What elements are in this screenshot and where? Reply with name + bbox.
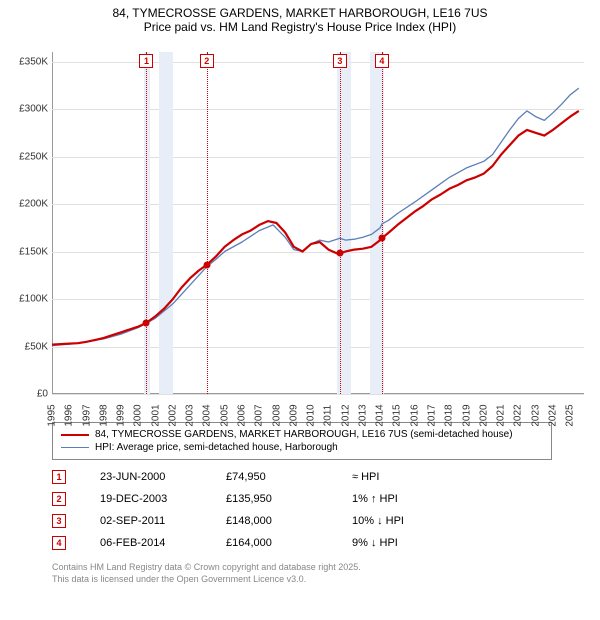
transaction-dot [378,235,385,242]
x-tick-label: 1996 [64,404,75,426]
x-tick-label: 2002 [167,404,178,426]
row-marker-box: 3 [52,514,66,528]
series-hpi [52,88,579,346]
row-diff: ≈ HPI [352,471,472,483]
row-date: 19-DEC-2003 [100,493,220,505]
x-tick-label: 2004 [202,404,213,426]
x-tick-label: 2012 [340,404,351,426]
gridline [52,394,584,395]
row-marker-box: 4 [52,536,66,550]
x-tick-label: 1997 [81,404,92,426]
x-tick-label: 2020 [478,404,489,426]
x-tick-label: 2003 [185,404,196,426]
legend-label: HPI: Average price, semi-detached house,… [95,442,338,453]
x-tick-label: 2000 [133,404,144,426]
series-svg [52,52,584,394]
y-tick-label: £100K [8,294,48,305]
x-tick-label: 2015 [392,404,403,426]
legend-swatch [61,447,89,448]
x-tick-label: 2007 [254,404,265,426]
x-tick-label: 2019 [461,404,472,426]
table-row: 4 06-FEB-2014 £164,000 9% ↓ HPI [52,532,592,554]
x-tick-label: 2016 [409,404,420,426]
legend-label: 84, TYMECROSSE GARDENS, MARKET HARBOROUG… [95,429,513,440]
legend-swatch [61,434,89,436]
y-tick-label: £350K [8,56,48,67]
row-date: 23-JUN-2000 [100,471,220,483]
row-diff: 1% ↑ HPI [352,493,472,505]
x-tick-label: 2024 [547,404,558,426]
chart-container: 84, TYMECROSSE GARDENS, MARKET HARBOROUG… [0,0,600,591]
legend-row: HPI: Average price, semi-detached house,… [61,442,543,453]
row-date: 02-SEP-2011 [100,515,220,527]
x-tick-label: 2006 [237,404,248,426]
title-address: 84, TYMECROSSE GARDENS, MARKET HARBOROUG… [8,6,592,20]
legend: 84, TYMECROSSE GARDENS, MARKET HARBOROUG… [52,422,552,460]
row-marker-box: 2 [52,492,66,506]
x-tick-label: 2014 [375,404,386,426]
transaction-dot [336,250,343,257]
transactions-table: 1 23-JUN-2000 £74,950 ≈ HPI 2 19-DEC-2003 £135… [52,466,592,554]
transaction-dot [203,261,210,268]
x-tick-label: 2018 [444,404,455,426]
x-tick-label: 2017 [427,404,438,426]
table-row: 2 19-DEC-2003 £135,950 1% ↑ HPI [52,488,592,510]
x-tick-label: 2025 [565,404,576,426]
footer-line2: This data is licensed under the Open Gov… [52,574,592,586]
row-date: 06-FEB-2014 [100,537,220,549]
transaction-dot [143,319,150,326]
table-row: 3 02-SEP-2011 £148,000 10% ↓ HPI [52,510,592,532]
x-tick-label: 2022 [513,404,524,426]
x-tick-label: 2011 [323,405,334,427]
row-price: £148,000 [226,515,346,527]
title-subtitle: Price paid vs. HM Land Registry's House … [8,20,592,34]
x-tick-label: 1995 [47,404,58,426]
y-tick-label: £0 [8,389,48,400]
legend-row: 84, TYMECROSSE GARDENS, MARKET HARBOROUG… [61,429,543,440]
row-marker-box: 1 [52,470,66,484]
footer-line1: Contains HM Land Registry data © Crown c… [52,562,592,574]
row-diff: 9% ↓ HPI [352,537,472,549]
x-tick-label: 2009 [288,404,299,426]
series-price_paid [52,111,579,345]
y-tick-label: £50K [8,341,48,352]
row-diff: 10% ↓ HPI [352,515,472,527]
y-tick-label: £250K [8,151,48,162]
row-price: £164,000 [226,537,346,549]
plot-area: 1234 [52,52,584,394]
x-tick-label: 2005 [219,404,230,426]
x-tick-label: 2010 [306,404,317,426]
x-tick-label: 1999 [116,404,127,426]
x-tick-label: 2013 [357,404,368,426]
title-block: 84, TYMECROSSE GARDENS, MARKET HARBOROUG… [8,6,592,34]
y-tick-label: £300K [8,104,48,115]
row-price: £74,950 [226,471,346,483]
x-tick-label: 1998 [98,404,109,426]
chart: £0 £50K £100K £150K £200K £250K £300K £350K 123… [8,38,592,418]
x-tick-label: 2008 [271,404,282,426]
row-price: £135,950 [226,493,346,505]
table-row: 1 23-JUN-2000 £74,950 ≈ HPI [52,466,592,488]
y-tick-label: £150K [8,246,48,257]
x-tick-label: 2023 [530,404,541,426]
footer: Contains HM Land Registry data © Crown c… [52,562,592,585]
x-tick-label: 2001 [150,404,161,426]
y-tick-label: £200K [8,199,48,210]
x-tick-label: 2021 [496,404,507,426]
